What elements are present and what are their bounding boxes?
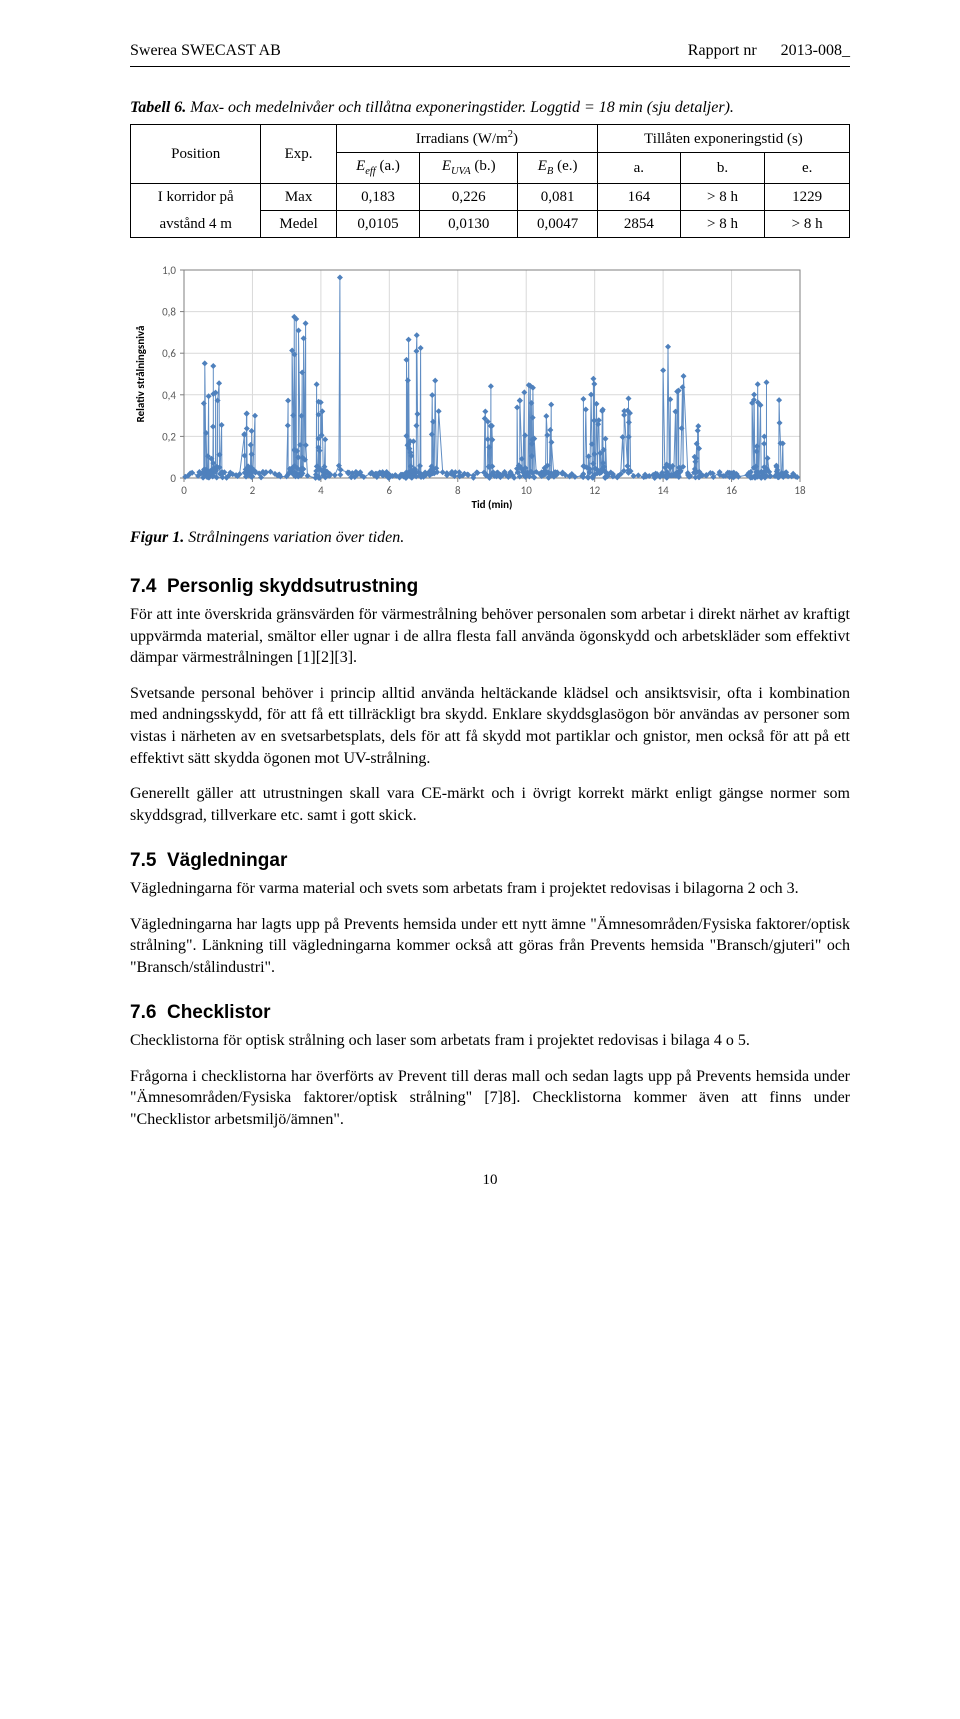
chart-svg: 0 2 4 6 8 10 12 14 16 18 0 0,2 0,4 0,6 0,8 1,0 Relativ s… [130,262,810,512]
sec74-title: Personlig skyddsutrustning [167,576,418,597]
svg-text:Relativ strålningsnivå: Relativ strålningsnivå [134,326,147,423]
hdr-exp: Exp. [261,125,336,183]
svg-text:14: 14 [658,484,670,497]
r2c1: 0,0130 [420,210,518,237]
figure1-caption: Figur 1. Strålningens variation över tid… [130,527,850,549]
sec75-p1: Vägledningarna för varma material och sv… [130,878,850,900]
r1c3: 164 [597,183,680,210]
hdr-position: Position [131,125,261,183]
sub-euva-E: E [442,158,451,174]
r1c0: 0,183 [336,183,419,210]
sec76-title: Checklistor [167,1002,270,1023]
sec75-num: 7.5 [130,850,156,871]
svg-text:0,6: 0,6 [162,347,176,360]
figure1-chart: 0 2 4 6 8 10 12 14 16 18 0 0,2 0,4 0,6 0,8 1,0 Relativ s… [130,262,850,519]
sec74-p3: Generellt gäller att utrustningen skall … [130,783,850,826]
table6-caption: Tabell 6. Max- och medelnivåer och tillå… [130,97,850,119]
rapport-label: Rapport nr [688,40,757,62]
figure1-caption-prefix: Figur 1. [130,529,184,546]
r2c2: 0,0047 [518,210,598,237]
table6-caption-prefix: Tabell 6. [130,99,186,116]
r2c5: > 8 h [765,210,850,237]
org-name: Swerea SWECAST AB [130,40,281,62]
hdr-irradians-close: ) [513,131,518,147]
sub-eeff-sub: eff [365,166,376,177]
svg-text:4: 4 [318,484,324,497]
sub-b: b. [680,153,765,183]
table6: Position Exp. Irradians (W/m2) Tillåten … [130,124,850,238]
sub-euva: EUVA (b.) [420,153,518,183]
row-pos-1: I korridor på [131,183,261,210]
sub-eeff-paren: (a.) [376,158,400,174]
sec76-p1: Checklistorna för optisk strålning och l… [130,1030,850,1052]
svg-text:1,0: 1,0 [162,264,176,277]
svg-text:16: 16 [726,484,738,497]
row2-exp: Medel [261,210,336,237]
svg-text:10: 10 [521,484,533,497]
r1c5: 1229 [765,183,850,210]
sub-euva-sub: UVA [451,166,471,177]
row1-exp: Max [261,183,336,210]
svg-text:0: 0 [181,484,187,497]
hdr-irradians-text: Irradians (W/m [416,131,508,147]
hdr-tillaten: Tillåten exponeringstid (s) [597,125,849,153]
sub-euva-paren: (b.) [471,158,496,174]
sec75-p2: Vägledningarna har lagts upp på Prevents… [130,914,850,979]
svg-text:8: 8 [455,484,461,497]
sub-eeff-E: E [356,158,365,174]
sec74-p1: För att inte överskrida gränsvärden för … [130,604,850,669]
r2c4: > 8 h [680,210,765,237]
sub-eb: EB (e.) [518,153,598,183]
sub-a: a. [597,153,680,183]
r2c3: 2854 [597,210,680,237]
sub-eb-E: E [538,158,547,174]
section-7-4-heading: 7.4 Personlig skyddsutrustning [130,574,850,600]
table6-caption-text: Max- och medelnivåer och tillåtna expone… [190,99,734,116]
section-7-6-heading: 7.6 Checklistor [130,1000,850,1026]
sub-e: e. [765,153,850,183]
svg-text:0: 0 [170,472,176,485]
section-7-5-heading: 7.5 Vägledningar [130,848,850,874]
r1c1: 0,226 [420,183,518,210]
svg-text:12: 12 [589,484,601,497]
sec74-p2: Svetsande personal behöver i princip all… [130,683,850,769]
r2c0: 0,0105 [336,210,419,237]
svg-text:2: 2 [250,484,256,497]
sec74-num: 7.4 [130,576,156,597]
r1c4: > 8 h [680,183,765,210]
rapport-number: 2013-008_ [781,40,850,62]
svg-text:0,4: 0,4 [162,389,176,402]
row-pos-2: avstånd 4 m [131,210,261,237]
svg-text:6: 6 [387,484,393,497]
hdr-irradians: Irradians (W/m2) [336,125,597,153]
page-number: 10 [130,1170,850,1190]
sec75-title: Vägledningar [167,850,287,871]
sec76-num: 7.6 [130,1002,156,1023]
svg-text:18: 18 [794,484,806,497]
sub-eb-paren: (e.) [553,158,577,174]
svg-text:0,8: 0,8 [162,306,176,319]
svg-text:Tid (min): Tid (min) [472,498,513,511]
r1c2: 0,081 [518,183,598,210]
figure1-caption-text: Strålningens variation över tiden. [188,529,404,546]
svg-text:0,2: 0,2 [162,431,176,444]
page-header: Swerea SWECAST AB Rapport nr 2013-008_ [130,40,850,67]
sec76-p2: Frågorna i checklistorna har överförts a… [130,1066,850,1131]
sub-eeff: Eeff (a.) [336,153,419,183]
